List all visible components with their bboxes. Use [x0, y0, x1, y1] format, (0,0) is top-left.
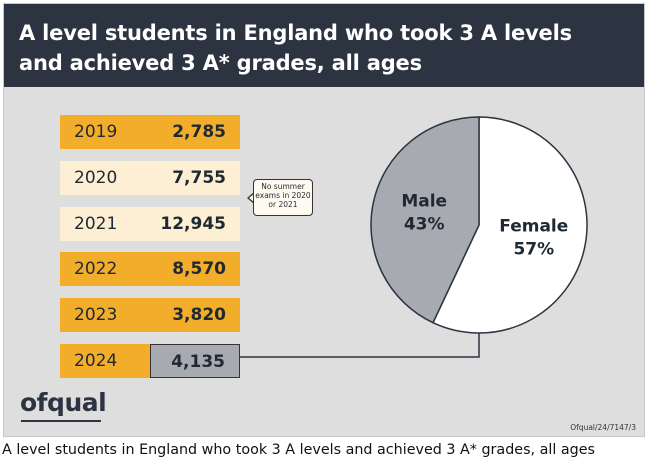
- title-banner: A level students in England who took 3 A…: [4, 4, 644, 87]
- table-row: 2024 4,135: [60, 344, 240, 378]
- pie-slice-male: [370, 116, 480, 324]
- no-exams-note: No summer exams in 2020 or 2021: [253, 179, 313, 216]
- year-label: 2022: [60, 252, 150, 287]
- student-count: 7,755: [150, 160, 240, 195]
- reference-code: Ofqual/24/7147/3: [570, 423, 636, 432]
- table-row: 2019 2,785: [60, 115, 240, 149]
- year-label: 2019: [60, 115, 150, 149]
- table-row: 2021 12,945: [60, 206, 240, 241]
- pie-label-male: Male: [401, 192, 447, 212]
- student-count: 8,570: [150, 252, 240, 287]
- ofqual-logo: ofqual: [20, 388, 107, 417]
- table-row: 2020 7,755: [60, 160, 240, 195]
- figure-caption: A level students in England who took 3 A…: [2, 442, 595, 458]
- title-line-2: and achieved 3 A* grades, all ages: [19, 51, 422, 75]
- student-count: 2,785: [150, 115, 240, 149]
- table-row: 2022 8,570: [60, 252, 240, 287]
- table-row: 2023 3,820: [60, 298, 240, 333]
- year-label: 2023: [60, 298, 150, 333]
- student-count: 12,945: [150, 206, 240, 241]
- pie-percent-female: 57%: [513, 239, 554, 259]
- student-count: 3,820: [150, 298, 240, 333]
- year-label: 2021: [60, 206, 150, 241]
- note-pointer-fill: [249, 193, 255, 203]
- title-line-1: A level students in England who took 3 A…: [19, 21, 572, 45]
- student-count: 4,135: [150, 344, 240, 378]
- connector-line: [240, 331, 480, 358]
- logo-underline: [21, 420, 101, 422]
- year-label: 2020: [60, 160, 150, 195]
- pie-slice-female: [432, 116, 588, 334]
- infographic-panel: A level students in England who took 3 A…: [3, 3, 645, 437]
- year-label: 2024: [60, 344, 150, 378]
- pie-percent-male: 43%: [404, 215, 445, 235]
- gender-pie-chart: Female 57% Male 43%: [240, 116, 588, 358]
- pie-label-female: Female: [499, 216, 568, 236]
